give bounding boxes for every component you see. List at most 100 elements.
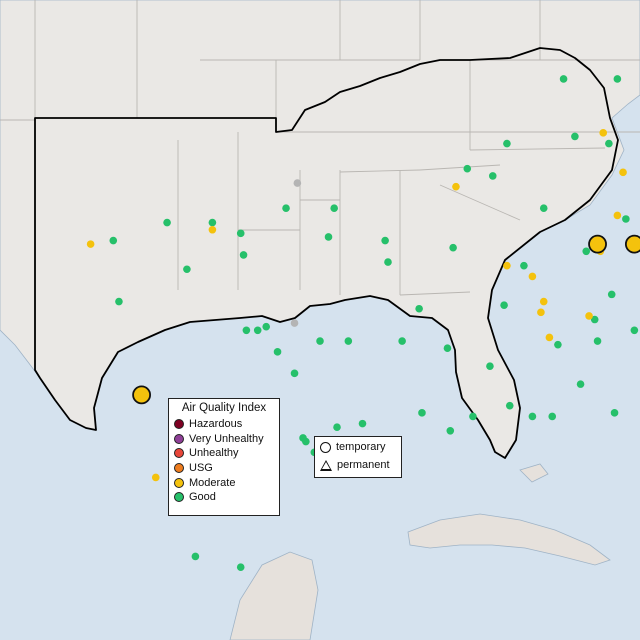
monitor-marker-good[interactable] (163, 218, 171, 227)
monitor-marker-good[interactable] (208, 218, 217, 227)
monitor-marker-good[interactable] (344, 337, 353, 345)
monitor-marker-good[interactable] (449, 243, 457, 252)
monitor-marker-moderate[interactable] (503, 261, 511, 270)
monitor-marker-good[interactable] (282, 204, 290, 213)
monitor-marker-moderate[interactable] (613, 211, 622, 220)
state-borders (0, 0, 640, 296)
monitor-marker-moderate[interactable] (151, 473, 160, 482)
monitor-marker-moderate[interactable] (86, 240, 95, 248)
monitor-marker-good[interactable] (290, 369, 299, 378)
monitor-marker-good[interactable] (330, 204, 338, 213)
monitor-marker-good[interactable] (605, 139, 613, 148)
temporary-label: temporary (336, 441, 386, 453)
monitor-marker-moderate[interactable] (208, 225, 217, 234)
state-border-line (419, 164, 501, 171)
monitor-marker-good[interactable] (262, 322, 271, 331)
monitor-marker-good[interactable] (528, 412, 537, 421)
monitor-marker-moderate[interactable] (537, 308, 545, 317)
monitor-marker-good[interactable] (242, 326, 251, 335)
monitor-marker-good[interactable] (463, 164, 472, 173)
monitor-marker-moderate[interactable] (588, 234, 607, 254)
monitor-marker-good[interactable] (554, 340, 562, 349)
monitor-marker-nodata[interactable] (293, 179, 302, 187)
aqi-legend-title: Air Quality Index (181, 402, 267, 414)
monitor-marker-good[interactable] (115, 297, 123, 306)
monitor-marker-good[interactable] (236, 563, 245, 572)
monitor-marker-moderate[interactable] (599, 129, 608, 137)
monitor-marker-moderate[interactable] (619, 168, 627, 177)
monitor-marker-good[interactable] (418, 409, 426, 417)
monitor-marker-good[interactable] (607, 290, 616, 299)
monitor-marker-moderate[interactable] (585, 312, 593, 320)
monitor-marker-good[interactable] (183, 265, 191, 274)
monitor-marker-good[interactable] (253, 326, 262, 335)
monitor-marker-good[interactable] (358, 419, 367, 428)
monitor-marker-moderate[interactable] (132, 385, 152, 405)
monitor-marker-good[interactable] (488, 172, 497, 180)
monitor-marker-good[interactable] (446, 427, 455, 435)
monitor-marker-good[interactable] (236, 229, 245, 238)
cuba-landmass (407, 513, 611, 566)
monitor-marker-good[interactable] (443, 344, 452, 353)
monitor-marker-good[interactable] (415, 304, 423, 313)
usg-swatch (174, 463, 184, 474)
good-swatch (174, 492, 184, 503)
triangle-icon (320, 459, 332, 471)
hazardous-swatch (174, 419, 184, 430)
legend-item-moderate: Moderate (169, 475, 279, 490)
monitor-marker-moderate[interactable] (624, 234, 640, 254)
monitor-marker-moderate[interactable] (545, 333, 554, 342)
monitor-marker-good[interactable] (503, 139, 511, 148)
monitor-marker-good[interactable] (324, 233, 333, 241)
legend-label: USG (189, 462, 213, 475)
monitor-marker-good[interactable] (381, 236, 389, 245)
bahamas-landmass (519, 463, 549, 483)
legend-item-usg: USG (169, 461, 279, 476)
monitor-marker-good[interactable] (576, 380, 585, 388)
legend-item-very-unhealthy: Very Unhealthy (169, 432, 279, 447)
monitor-marker-good[interactable] (273, 348, 282, 356)
monitor-marker-good[interactable] (486, 362, 494, 370)
monitor-marker-good[interactable] (302, 437, 310, 446)
monitor-marker-good[interactable] (316, 337, 324, 345)
monitor-marker-good[interactable] (539, 204, 548, 213)
monitor-marker-good[interactable] (610, 409, 619, 417)
monitor-marker-good[interactable] (500, 301, 508, 309)
monitor-marker-moderate[interactable] (528, 272, 537, 281)
monitor-marker-good[interactable] (613, 75, 622, 83)
unhealthy-swatch (174, 448, 184, 459)
monitor-marker-good[interactable] (469, 412, 477, 421)
monitor-marker-good[interactable] (191, 552, 200, 561)
monitor-marker-good[interactable] (622, 215, 630, 223)
monitor-marker-good[interactable] (630, 326, 639, 335)
monitor-marker-moderate[interactable] (539, 297, 548, 306)
monitor-marker-moderate[interactable] (452, 182, 460, 191)
monitor-marker-good[interactable] (239, 251, 248, 259)
legend-label: Unhealthy (189, 447, 239, 460)
monitor-marker-good[interactable] (384, 258, 392, 266)
monitor-marker-good[interactable] (582, 247, 591, 256)
monitor-marker-good[interactable] (398, 337, 406, 345)
monitor-marker-good[interactable] (520, 261, 528, 270)
monitor-marker-good[interactable] (109, 236, 118, 245)
moderate-swatch (174, 477, 184, 488)
permanent-label: permanent (337, 459, 390, 471)
monitor-marker-good[interactable] (571, 132, 579, 141)
legend-item-good: Good (169, 490, 279, 505)
monitor-marker-good[interactable] (590, 315, 599, 324)
monitor-marker-good[interactable] (593, 337, 602, 345)
legend-label: Moderate (189, 476, 236, 489)
monitor-marker-good[interactable] (548, 412, 557, 421)
monitor-marker-nodata[interactable] (290, 319, 299, 327)
monitor-marker-good[interactable] (559, 75, 568, 83)
monitor-marker-good[interactable] (333, 423, 341, 432)
region-outline (34, 47, 619, 459)
state-border-line (439, 184, 521, 221)
state-border-line (399, 291, 471, 296)
legend-item-unhealthy: Unhealthy (169, 446, 279, 461)
legend-item-temporary: temporary (315, 439, 401, 455)
monitor-marker-good[interactable] (505, 401, 514, 410)
region-outline-path (34, 47, 619, 459)
